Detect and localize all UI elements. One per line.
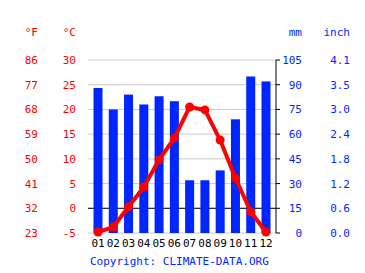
- tick-mark: [276, 183, 280, 184]
- bar: [200, 180, 209, 233]
- tick-label: 15: [63, 128, 76, 141]
- tick-mark: [276, 109, 280, 110]
- marker: [155, 155, 164, 164]
- tick-label: 07: [183, 237, 196, 250]
- tick-label: 10: [63, 153, 76, 166]
- chart: °F°Cmminch-50510152025302332415059687786…: [0, 0, 365, 273]
- tick-label: 1.2: [330, 178, 350, 191]
- bar: [170, 101, 179, 233]
- marker: [124, 202, 133, 211]
- tick-label: 50: [25, 153, 38, 166]
- bar: [216, 170, 225, 233]
- tick-label: 3.5: [330, 79, 350, 92]
- tick-label: 90: [289, 79, 302, 92]
- line: [98, 107, 266, 232]
- marker: [246, 207, 255, 216]
- bar: [185, 180, 194, 233]
- tick-label: 3.0: [330, 103, 350, 116]
- marker: [139, 183, 148, 192]
- tick-label: 02: [107, 237, 120, 250]
- tick-label: 20: [63, 103, 76, 116]
- tick-mark: [276, 208, 280, 209]
- tick-label: 75: [289, 103, 302, 116]
- tick-label: 10: [229, 237, 242, 250]
- tick-label: 05: [152, 237, 165, 250]
- tick-label: 08: [198, 237, 211, 250]
- tick-label: 09: [214, 237, 227, 250]
- axis-label: °C: [63, 26, 76, 39]
- tick-label: 0: [295, 227, 302, 240]
- bar: [231, 119, 240, 233]
- tick-label: 32: [25, 202, 38, 215]
- tick-label: 5: [69, 178, 76, 191]
- tick-label: 60: [289, 128, 302, 141]
- tick-label: 77: [25, 79, 38, 92]
- tick-label: 2.4: [330, 128, 350, 141]
- tick-label: 0.6: [330, 202, 350, 215]
- tick-mark: [276, 84, 280, 85]
- tick-label: 68: [25, 103, 38, 116]
- bar: [109, 109, 118, 233]
- tick-label: 0.0: [330, 227, 350, 240]
- tick-label: 25: [63, 79, 76, 92]
- bar: [94, 88, 103, 233]
- plot-area: [94, 76, 271, 236]
- tick-label: 03: [122, 237, 135, 250]
- marker: [94, 228, 103, 237]
- tick-label: 11: [244, 237, 257, 250]
- tick-label: 30: [63, 54, 76, 67]
- tick-label: -5: [63, 227, 76, 240]
- tick-label: 30: [289, 178, 302, 191]
- marker: [185, 102, 194, 111]
- tick-label: 86: [25, 54, 38, 67]
- tick-label: 1.8: [330, 153, 350, 166]
- tick-label: 41: [25, 178, 38, 191]
- tick-mark: [276, 158, 280, 159]
- tick-label: 105: [282, 54, 302, 67]
- tick-label: 04: [137, 237, 151, 250]
- tick-label: 59: [25, 128, 38, 141]
- tick-label: 0: [69, 202, 76, 215]
- bar: [262, 81, 271, 233]
- marker: [231, 174, 240, 183]
- tick-label: 06: [168, 237, 181, 250]
- grid-line: [88, 60, 276, 61]
- axis-label: °F: [25, 26, 38, 39]
- bar: [246, 76, 255, 233]
- axis-line: [276, 60, 277, 233]
- marker: [109, 223, 118, 232]
- tick-label: 45: [289, 153, 302, 166]
- tick-mark: [276, 134, 280, 135]
- source: Copyright: CLIMATE-DATA.ORG: [90, 255, 269, 268]
- marker: [170, 134, 179, 143]
- marker: [200, 105, 209, 114]
- tick-label: 4.1: [330, 54, 350, 67]
- tick-label: 01: [91, 237, 104, 250]
- tick-label: 15: [289, 202, 302, 215]
- axis-label: mm: [289, 26, 303, 39]
- axis-label: inch: [324, 26, 351, 39]
- bar: [139, 104, 148, 233]
- tick-mark: [276, 233, 280, 234]
- tick-label: 23: [25, 227, 38, 240]
- tick-mark: [276, 60, 280, 61]
- marker: [262, 228, 271, 237]
- marker: [216, 136, 225, 145]
- tick-label: 12: [259, 237, 272, 250]
